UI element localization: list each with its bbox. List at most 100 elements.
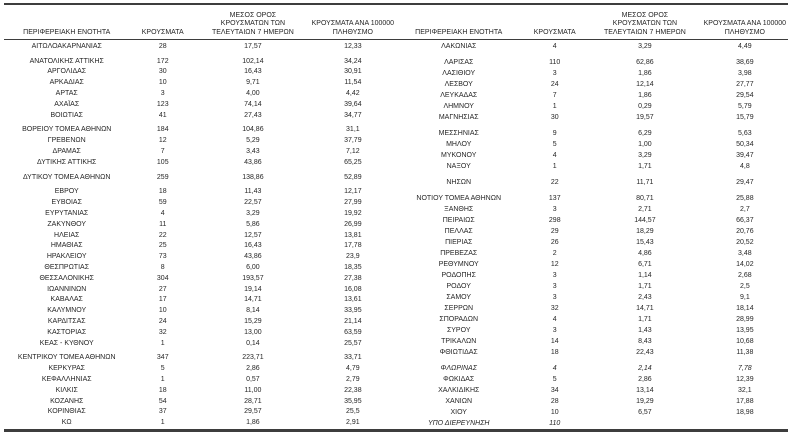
avg7-cell: 4,86 [638, 250, 652, 257]
table-row: ΚΩ 1 1,86 2,91 [4, 417, 396, 428]
region-cell: ΚΩ [61, 419, 72, 427]
region-cell: ΚΟΖΑΝΗΣ [50, 397, 84, 405]
table-row: ΦΛΩΡΙΝΑΣ 4 2,14 7,78 [396, 363, 788, 374]
region-cell: ΛΕΣΒΟΥ [444, 81, 473, 88]
column-header-region: ΠΕΡΙΦΕΡΕΙΑΚΗ ΕΝΟΤΗΤΑ [23, 28, 111, 36]
region-cell: ΧΑΝΙΩΝ [445, 398, 473, 405]
cases-cell: 298 [548, 217, 561, 224]
table-row: ΛΕΣΒΟΥ 24 12,14 27,77 [396, 79, 788, 90]
avg7-cell: 223,71 [242, 354, 264, 362]
cases-cell: 3 [552, 70, 557, 77]
region-cell: ΑΡΤΑΣ [55, 90, 78, 98]
avg7-cell: 8,14 [246, 307, 260, 315]
table-row: ΚΟΖΑΝΗΣ 54 28,71 35,95 [4, 396, 396, 407]
cases-cell: 4 [552, 43, 557, 50]
region-cell: ΑΙΤΩΛΟΑΚΑΡΝΑΝΙΑΣ [31, 42, 102, 50]
cases-cell: 12 [550, 261, 559, 268]
table-row: ΕΥΒΟΙΑΣ 59 22,57 27,99 [4, 197, 396, 208]
region-cell: ΜΕΣΣΗΝΙΑΣ [438, 130, 479, 137]
cases-cell: 172 [156, 57, 169, 65]
per100k-cell: 11,54 [344, 79, 362, 87]
table-row: ΣΑΜΟΥ 3 2,43 9,1 [396, 292, 788, 303]
cases-cell: 73 [158, 253, 167, 261]
per100k-cell: 13,81 [344, 231, 362, 239]
table-row: ΜΑΓΝΗΣΙΑΣ 30 19,57 15,79 [396, 112, 788, 123]
table-row: ΝΟΤΙΟΥ ΤΟΜΕΑ ΑΘΗΝΩΝ 137 80,71 25,88 [396, 193, 788, 204]
region-cell: ΥΠΟ ΔΙΕΡΕΥΝΗΣΗ [427, 420, 490, 427]
cases-cell: 22 [550, 179, 559, 186]
avg7-cell: 16,43 [244, 242, 262, 250]
avg7-cell: 0,14 [246, 339, 260, 347]
per100k-cell: 27,99 [344, 199, 362, 207]
avg7-cell: 3,43 [246, 148, 260, 156]
region-cell: ΛΑΚΩΝΙΑΣ [441, 43, 477, 50]
per100k-cell: 39,64 [344, 100, 362, 108]
region-cell: ΜΗΛΟΥ [446, 141, 472, 148]
avg7-cell: 15,29 [244, 318, 262, 326]
column-header-region: ΠΕΡΙΦΕΡΕΙΑΚΗ ΕΝΟΤΗΤΑ [415, 28, 503, 36]
region-cell: ΚΕΡΚΥΡΑΣ [48, 365, 85, 373]
cases-cell: 1 [160, 419, 165, 427]
table-row: ΑΡΚΑΔΙΑΣ 10 9,71 11,54 [4, 77, 396, 88]
per100k-cell: 13,61 [344, 296, 362, 304]
table-row: ΗΜΑΘΙΑΣ 25 16,43 17,78 [4, 241, 396, 252]
avg7-cell: 22,43 [636, 349, 654, 356]
region-cell: ΘΕΣΣΑΛΟΝΙΚΗΣ [39, 274, 94, 282]
cases-cell: 34 [550, 387, 559, 394]
cases-cell: 28 [550, 398, 559, 405]
per100k-cell: 16,08 [344, 285, 362, 293]
avg7-cell: 17,57 [244, 42, 262, 50]
avg7-cell: 62,86 [636, 59, 654, 66]
table-row: ΕΒΡΟΥ 18 11,43 12,17 [4, 187, 396, 198]
region-cell: ΦΩΚΙΔΑΣ [443, 376, 475, 383]
region-cell: ΑΧΑΪΑΣ [54, 100, 80, 108]
table-row: ΝΑΞΟΥ 1 1,71 4,8 [396, 161, 788, 172]
per100k-cell: 52,89 [344, 173, 362, 181]
table-row: ΦΩΚΙΔΑΣ 5 2,86 12,39 [396, 374, 788, 385]
avg7-cell: 14,71 [636, 305, 654, 312]
per100k-cell: 65,25 [344, 158, 362, 166]
table-row: ΚΙΛΚΙΣ 18 11,00 22,38 [4, 385, 396, 396]
table-row: ΦΘΙΩΤΙΔΑΣ 18 22,43 11,38 [396, 347, 788, 358]
avg7-cell: 2,86 [246, 365, 260, 373]
region-cell: ΠΕΙΡΑΙΩΣ [442, 217, 475, 224]
per100k-cell: 2,91 [346, 419, 360, 427]
cases-cell: 347 [156, 354, 169, 362]
avg7-cell: 1,00 [638, 141, 652, 148]
region-cell: ΚΕΑΣ - ΚΥΘΝΟΥ [39, 339, 94, 347]
table-row: ΝΗΣΩΝ 22 11,71 29,47 [396, 177, 788, 188]
avg7-cell: 5,86 [246, 220, 260, 228]
avg7-cell: 1,71 [638, 283, 652, 290]
cases-cell: 304 [156, 274, 169, 282]
table-row: ΚΑΒΑΛΑΣ 17 14,71 13,61 [4, 295, 396, 306]
region-cell: ΒΟΙΩΤΙΑΣ [50, 111, 83, 119]
region-cell: ΕΥΡΥΤΑΝΙΑΣ [45, 210, 89, 218]
avg7-cell: 6,00 [246, 264, 260, 272]
per100k-cell: 4,79 [346, 365, 360, 373]
per100k-cell: 4,42 [346, 90, 360, 98]
table-header: ΠΕΡΙΦΕΡΕΙΑΚΗ ΕΝΟΤΗΤΑ ΚΡΟΥΣΜΑΤΑ ΜΕΣΟΣ ΟΡΟ… [4, 5, 788, 40]
avg7-cell: 138,86 [242, 173, 264, 181]
cases-cell: 110 [549, 59, 561, 66]
avg7-cell: 3,29 [638, 43, 652, 50]
table-body-left: ΑΙΤΩΛΟΑΚΑΡΝΑΝΙΑΣ 28 17,57 12,33 ΑΝΑΤΟΛΙΚΗΣ Α… [4, 40, 396, 429]
per100k-cell: 38,69 [736, 59, 754, 66]
cases-cell: 17 [158, 296, 167, 304]
per100k-cell: 35,95 [344, 397, 362, 405]
avg7-cell: 43,86 [244, 158, 262, 166]
cases-cell: 5 [552, 141, 557, 148]
table-row: ΘΕΣΠΡΩΤΙΑΣ 8 6,00 18,35 [4, 262, 396, 273]
per100k-cell: 66,37 [736, 217, 754, 224]
cases-cell: 9 [552, 130, 557, 137]
per100k-cell: 17,88 [736, 398, 754, 405]
table-row: ΕΥΡΥΤΑΝΙΑΣ 4 3,29 19,92 [4, 208, 396, 219]
per100k-cell: 7,78 [738, 365, 752, 372]
region-cell: ΜΑΓΝΗΣΙΑΣ [438, 114, 479, 121]
region-cell: ΖΑΚΥΝΘΟΥ [47, 220, 87, 228]
region-cell: ΑΝΑΤΟΛΙΚΗΣ ΑΤΤΙΚΗΣ [29, 57, 104, 65]
per100k-cell: 28,99 [736, 316, 754, 323]
cases-cell: 24 [550, 81, 559, 88]
avg7-cell: 19,14 [244, 285, 262, 293]
region-cell: ΣΠΟΡΑΔΩΝ [439, 316, 479, 323]
avg7-cell: 0,29 [638, 103, 652, 110]
